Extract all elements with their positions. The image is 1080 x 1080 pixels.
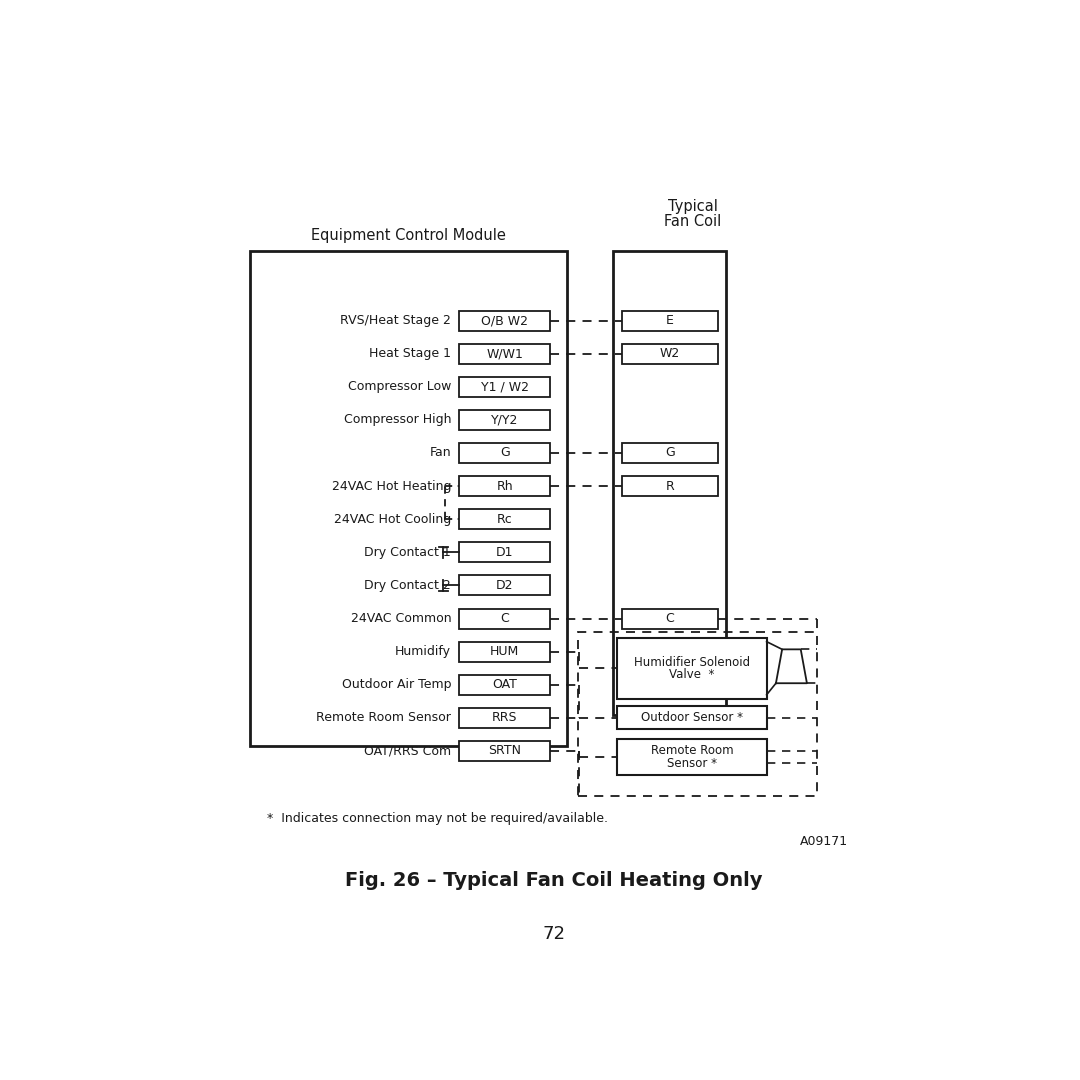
Text: G: G xyxy=(665,446,675,459)
Bar xyxy=(622,311,718,330)
Bar xyxy=(622,476,718,496)
Text: Humidify: Humidify xyxy=(395,645,451,658)
Bar xyxy=(578,632,816,796)
Text: Remote Room: Remote Room xyxy=(650,744,733,757)
Bar xyxy=(622,343,718,364)
Text: HUM: HUM xyxy=(490,645,519,658)
Text: C: C xyxy=(500,612,509,625)
Text: Y1 / W2: Y1 / W2 xyxy=(481,380,529,393)
Bar xyxy=(459,343,551,364)
Text: OAT/RRS Com: OAT/RRS Com xyxy=(364,744,451,757)
Text: W2: W2 xyxy=(660,347,680,360)
Text: 24VAC Hot Heating: 24VAC Hot Heating xyxy=(332,480,451,492)
Text: Heat Stage 1: Heat Stage 1 xyxy=(369,347,451,360)
Text: 24VAC Common: 24VAC Common xyxy=(351,612,451,625)
Text: Y/Y2: Y/Y2 xyxy=(491,414,518,427)
Bar xyxy=(459,741,551,761)
Text: O/B W2: O/B W2 xyxy=(482,314,528,327)
Text: Outdoor Air Temp: Outdoor Air Temp xyxy=(341,678,451,691)
Bar xyxy=(459,576,551,595)
Text: Valve  *: Valve * xyxy=(670,667,715,680)
Text: RVS/Heat Stage 2: RVS/Heat Stage 2 xyxy=(340,314,451,327)
Text: Fan Coil: Fan Coil xyxy=(664,215,721,230)
Text: Compressor High: Compressor High xyxy=(343,414,451,427)
Text: C: C xyxy=(665,612,674,625)
Text: SRTN: SRTN xyxy=(488,744,522,757)
Text: Rh: Rh xyxy=(497,480,513,492)
Text: G: G xyxy=(500,446,510,459)
Text: Typical: Typical xyxy=(667,199,717,214)
Bar xyxy=(249,252,567,745)
Bar xyxy=(617,638,767,699)
Text: D2: D2 xyxy=(496,579,513,592)
Text: OAT: OAT xyxy=(492,678,517,691)
Bar xyxy=(459,642,551,662)
Bar xyxy=(613,252,726,715)
Bar xyxy=(459,675,551,694)
Bar xyxy=(459,707,551,728)
Text: 24VAC Hot Cooling: 24VAC Hot Cooling xyxy=(334,513,451,526)
Bar xyxy=(459,608,551,629)
Text: Fig. 26 – Typical Fan Coil Heating Only: Fig. 26 – Typical Fan Coil Heating Only xyxy=(345,870,762,890)
Text: 72: 72 xyxy=(542,926,565,943)
Bar xyxy=(622,443,718,463)
Text: Dry Contact 1: Dry Contact 1 xyxy=(364,545,451,558)
Text: Equipment Control Module: Equipment Control Module xyxy=(311,228,505,243)
Text: RRS: RRS xyxy=(491,712,517,725)
Bar xyxy=(459,311,551,330)
Text: Fan: Fan xyxy=(430,446,451,459)
Text: Dry Contact 2: Dry Contact 2 xyxy=(364,579,451,592)
Text: Remote Room Sensor: Remote Room Sensor xyxy=(316,712,451,725)
Text: Sensor *: Sensor * xyxy=(666,757,717,770)
Text: D1: D1 xyxy=(496,545,513,558)
Text: Outdoor Sensor *: Outdoor Sensor * xyxy=(640,712,743,725)
Text: Rc: Rc xyxy=(497,513,513,526)
Bar xyxy=(459,377,551,396)
Bar xyxy=(617,706,767,729)
Text: E: E xyxy=(665,314,674,327)
Bar xyxy=(459,476,551,496)
Text: *  Indicates connection may not be required/available.: * Indicates connection may not be requir… xyxy=(267,812,608,825)
Bar xyxy=(459,410,551,430)
Bar xyxy=(617,740,767,774)
Text: A09171: A09171 xyxy=(800,835,848,849)
Bar xyxy=(622,608,718,629)
Bar xyxy=(459,443,551,463)
Text: R: R xyxy=(665,480,674,492)
Text: Compressor Low: Compressor Low xyxy=(348,380,451,393)
Text: Humidifier Solenoid: Humidifier Solenoid xyxy=(634,656,750,669)
Bar xyxy=(459,509,551,529)
Bar xyxy=(459,542,551,563)
Text: W/W1: W/W1 xyxy=(486,347,523,360)
